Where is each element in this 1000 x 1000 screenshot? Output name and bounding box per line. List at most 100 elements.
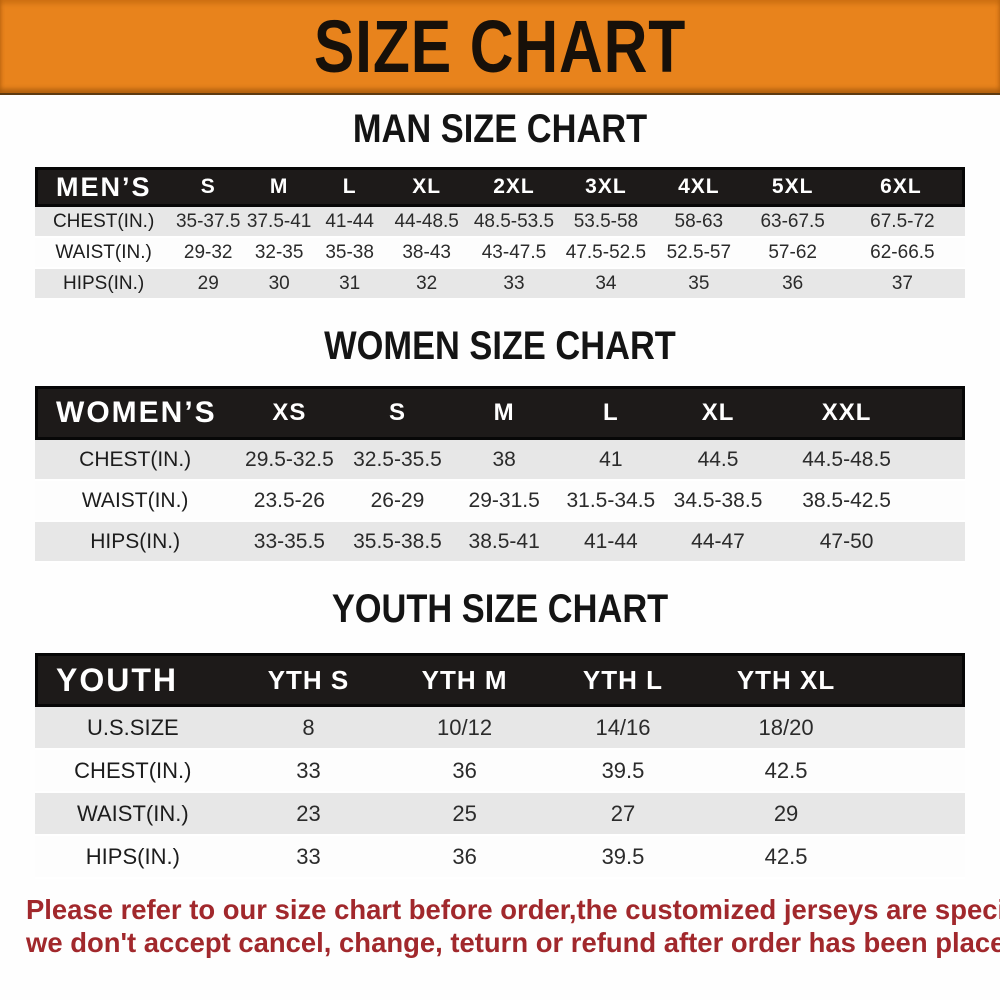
value-cell: 53.5-58 — [559, 207, 653, 238]
value-cell: 33-35.5 — [235, 522, 344, 563]
youth-size-table: YOUTH YTH S YTH M YTH L YTH XL U.S.SIZE 8 10/12… — [35, 653, 965, 879]
value-cell: 32.5-35.5 — [343, 440, 452, 481]
value-cell: 43-47.5 — [468, 238, 560, 269]
value-cell: 48.5-53.5 — [468, 207, 560, 238]
value-cell: 41-44 — [556, 522, 665, 563]
table-row: HIPS(IN.) 29 30 31 32 33 34 35 36 37 — [35, 269, 965, 300]
value-cell: 35-37.5 — [172, 207, 245, 238]
value-cell: 63-67.5 — [745, 207, 840, 238]
size-header-cell: YTH M — [386, 653, 543, 707]
value-cell: 10/12 — [386, 707, 543, 750]
value-cell: 18/20 — [703, 707, 869, 750]
value-cell: 62-66.5 — [839, 238, 965, 269]
value-cell: 33 — [230, 750, 387, 793]
size-header-cell: M — [244, 167, 315, 207]
value-cell: 58-63 — [652, 207, 746, 238]
size-header-cell: XL — [664, 386, 772, 440]
size-header-cell: S — [343, 386, 452, 440]
value-cell: 29 — [703, 793, 869, 836]
row-label-cell: WAIST(IN.) — [35, 481, 236, 522]
value-cell: 31.5-34.5 — [556, 481, 665, 522]
table-row: WAIST(IN.) 23 25 27 29 — [35, 793, 965, 836]
blank-cell — [922, 481, 965, 522]
blank-cell — [922, 440, 965, 481]
size-header-cell: YTH L — [542, 653, 704, 707]
banner-title: SIZE CHART — [313, 4, 687, 88]
women-section-heading: WOMEN SIZE CHART — [324, 324, 676, 368]
value-cell: 42.5 — [703, 750, 869, 793]
value-cell: 33 — [468, 269, 560, 300]
table-header-row: YOUTH YTH S YTH M YTH L YTH XL — [35, 653, 965, 707]
value-cell: 44.5-48.5 — [771, 440, 923, 481]
value-cell: 23 — [230, 793, 387, 836]
value-cell: 41-44 — [314, 207, 386, 238]
youth-section-heading: YOUTH SIZE CHART — [331, 587, 669, 631]
value-cell: 39.5 — [542, 836, 704, 879]
value-cell: 29 — [172, 269, 245, 300]
value-cell: 23.5-26 — [235, 481, 344, 522]
value-cell: 37 — [839, 269, 965, 300]
value-cell: 25 — [386, 793, 543, 836]
size-header-cell: XL — [385, 167, 469, 207]
footer-line-2: we don't accept cancel, change, teturn o… — [26, 927, 1000, 958]
value-cell: 8 — [230, 707, 387, 750]
value-cell: 35 — [652, 269, 746, 300]
value-cell: 41 — [556, 440, 665, 481]
value-cell: 35.5-38.5 — [343, 522, 452, 563]
value-cell: 36 — [745, 269, 840, 300]
table-header-row: MEN’S S M L XL 2XL 3XL 4XL 5XL 6XL — [35, 167, 965, 207]
table-row: CHEST(IN.) 33 36 39.5 42.5 — [35, 750, 965, 793]
size-header-cell: L — [314, 167, 386, 207]
size-header-cell: 5XL — [745, 167, 840, 207]
size-header-cell: YTH XL — [703, 653, 869, 707]
value-cell: 38.5-41 — [451, 522, 557, 563]
value-cell: 37.5-41 — [244, 207, 315, 238]
blank-cell — [922, 522, 965, 563]
value-cell: 34 — [559, 269, 653, 300]
blank-cell — [868, 653, 965, 707]
table-row: CHEST(IN.) 35-37.5 37.5-41 41-44 44-48.5 48.5… — [35, 207, 965, 238]
row-label-cell: CHEST(IN.) — [35, 207, 173, 238]
section-youth: YOUTH SIZE CHART YOUTH YTH S YTH M YTH L YTH… — [0, 589, 1000, 879]
value-cell: 44.5 — [664, 440, 772, 481]
value-cell: 29.5-32.5 — [235, 440, 344, 481]
size-header-cell: M — [451, 386, 557, 440]
value-cell: 38 — [451, 440, 557, 481]
table-title-cell: YOUTH — [35, 653, 231, 707]
blank-cell — [868, 793, 965, 836]
value-cell: 44-48.5 — [385, 207, 469, 238]
men-section-heading: MAN SIZE CHART — [352, 107, 648, 151]
value-cell: 32 — [385, 269, 469, 300]
row-label-cell: HIPS(IN.) — [35, 269, 173, 300]
size-header-cell: L — [556, 386, 665, 440]
section-women: WOMEN SIZE CHART WOMEN’S XS S M L XL XXL CHEST(… — [0, 326, 1000, 563]
size-header-cell: XS — [235, 386, 344, 440]
blank-cell — [868, 750, 965, 793]
row-label-cell: HIPS(IN.) — [35, 836, 231, 879]
value-cell: 39.5 — [542, 750, 704, 793]
value-cell: 32-35 — [244, 238, 315, 269]
row-label-cell: WAIST(IN.) — [35, 793, 231, 836]
value-cell: 38.5-42.5 — [771, 481, 923, 522]
value-cell: 35-38 — [314, 238, 386, 269]
value-cell: 57-62 — [745, 238, 840, 269]
table-title-cell: WOMEN’S — [35, 386, 236, 440]
value-cell: 33 — [230, 836, 387, 879]
size-header-cell: 3XL — [559, 167, 653, 207]
blank-cell — [868, 707, 965, 750]
blank-cell — [922, 386, 965, 440]
row-label-cell: U.S.SIZE — [35, 707, 231, 750]
value-cell: 47.5-52.5 — [559, 238, 653, 269]
section-men: MAN SIZE CHART MEN’S S M L XL 2XL 3XL 4XL 5XL 6XL… — [0, 109, 1000, 300]
size-header-cell: S — [172, 167, 245, 207]
value-cell: 30 — [244, 269, 315, 300]
value-cell: 47-50 — [771, 522, 923, 563]
table-row: WAIST(IN.) 23.5-26 26-29 29-31.5 31.5-34.5 34… — [35, 481, 965, 522]
value-cell: 29-32 — [172, 238, 245, 269]
value-cell: 34.5-38.5 — [664, 481, 772, 522]
size-header-cell: 4XL — [652, 167, 746, 207]
value-cell: 67.5-72 — [839, 207, 965, 238]
value-cell: 38-43 — [385, 238, 469, 269]
table-row: HIPS(IN.) 33 36 39.5 42.5 — [35, 836, 965, 879]
